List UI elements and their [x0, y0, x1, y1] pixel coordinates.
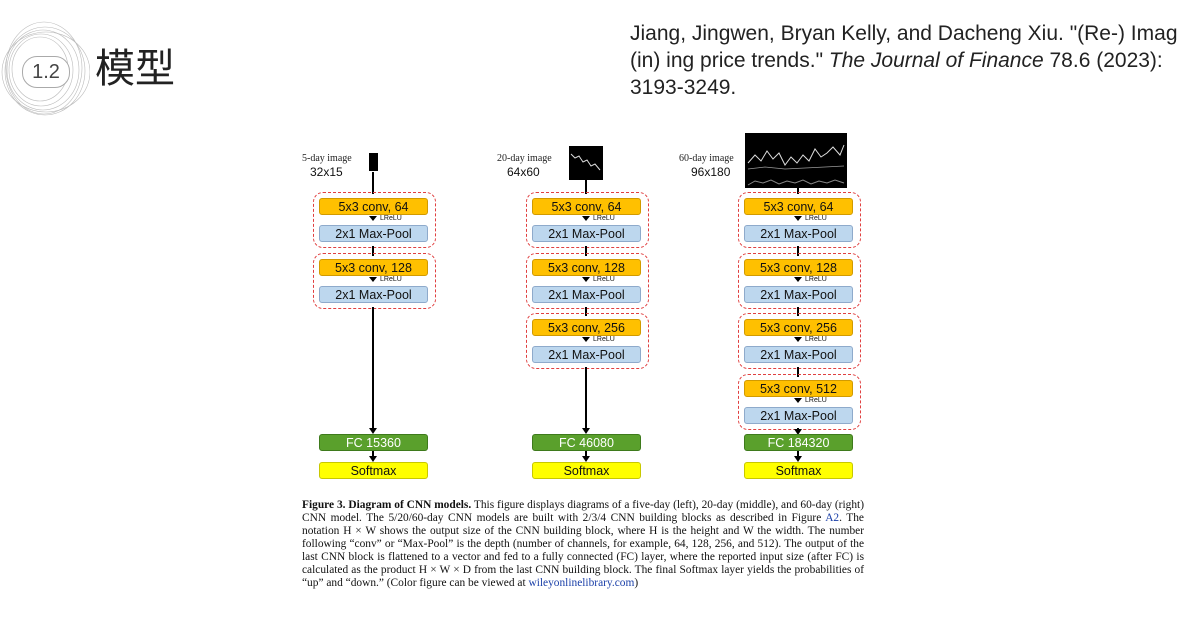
- col1-block-1-act: LReLU: [380, 215, 402, 222]
- col3-connector: [797, 451, 799, 457]
- col3-block-3-act: LReLU: [805, 336, 827, 343]
- arrow-down-icon: [582, 428, 590, 434]
- citation-details: 78.6 (2023): 3193-3249.: [630, 49, 1163, 99]
- col1-block-1-conv: 5x3 conv, 64: [319, 198, 428, 215]
- col1-block-2-conv: 5x3 conv, 128: [319, 259, 428, 276]
- col2-connector: [585, 367, 587, 429]
- arrow-down-icon: [794, 456, 802, 462]
- col3-block-3-conv: 5x3 conv, 256: [744, 319, 853, 336]
- col3-block-4-conv: 5x3 conv, 512: [744, 380, 853, 397]
- col3-block-2-act: LReLU: [805, 276, 827, 283]
- price-chart-icon: [747, 144, 845, 186]
- col1-connector: [372, 246, 374, 256]
- arrow-down-icon: [794, 398, 802, 403]
- figure-a2-link[interactable]: A2: [825, 512, 840, 524]
- wiley-link[interactable]: wileyonlinelibrary.com: [528, 577, 635, 589]
- col2-block-2-conv: 5x3 conv, 128: [532, 259, 641, 276]
- col3-image-label: 60-day image: [679, 153, 734, 164]
- col3-block-4-pool: 2x1 Max-Pool: [744, 407, 853, 424]
- col3-connector: [797, 188, 799, 194]
- arrow-down-icon: [582, 337, 590, 342]
- caption-heading: Figure 3. Diagram of CNN models.: [302, 499, 472, 511]
- arrow-down-icon: [794, 429, 802, 435]
- section-number: 1.2: [22, 56, 70, 88]
- col2-fc-layer: FC 46080: [532, 434, 641, 451]
- col3-block-3-pool: 2x1 Max-Pool: [744, 346, 853, 363]
- col3-block-3: [738, 313, 861, 369]
- caption-text: ): [634, 577, 639, 589]
- price-chart-icon: [570, 153, 601, 171]
- arrow-down-icon: [369, 456, 377, 462]
- arrow-down-icon: [794, 337, 802, 342]
- col1-block-1-pool: 2x1 Max-Pool: [319, 225, 428, 242]
- col1-block-2-act: LReLU: [380, 276, 402, 283]
- col3-block-2-conv: 5x3 conv, 128: [744, 259, 853, 276]
- col2-softmax-layer: Softmax: [532, 462, 641, 479]
- arrow-down-icon: [582, 216, 590, 221]
- arrow-down-icon: [582, 456, 590, 462]
- col1-image-label: 5-day image: [302, 153, 352, 164]
- col3-connector: [797, 367, 799, 377]
- col3-fc-layer: FC 184320: [744, 434, 853, 451]
- col3-block-4-act: LReLU: [805, 397, 827, 404]
- arrow-down-icon: [794, 216, 802, 221]
- col3-block-1-conv: 5x3 conv, 64: [744, 198, 853, 215]
- col1-connector: [372, 307, 374, 429]
- col3-block-1-act: LReLU: [805, 215, 827, 222]
- col3-image-size: 96x180: [691, 165, 731, 179]
- col2-block-2-act: LReLU: [593, 276, 615, 283]
- col2-price-image: [569, 146, 603, 180]
- col3-block-1: [738, 192, 861, 248]
- col1-price-image: [369, 153, 378, 171]
- col2-connector: [585, 180, 587, 194]
- arrow-down-icon: [794, 277, 802, 282]
- col3-softmax-layer: Softmax: [744, 462, 853, 479]
- citation-journal: The Journal of Finance: [828, 49, 1044, 72]
- col1-connector: [372, 172, 374, 194]
- col2-block-1-pool: 2x1 Max-Pool: [532, 225, 641, 242]
- slide-title: 模型: [95, 46, 175, 92]
- col1-block-2: [313, 253, 436, 309]
- col2-block-2: [526, 253, 649, 309]
- col2-block-3-act: LReLU: [593, 336, 615, 343]
- citation-text: Jiang, Jingwen, Bryan Kelly, and Dacheng…: [630, 22, 1178, 72]
- col2-block-3-conv: 5x3 conv, 256: [532, 319, 641, 336]
- col2-connector: [585, 307, 587, 316]
- col1-block-2-pool: 2x1 Max-Pool: [319, 286, 428, 303]
- col1-image-size: 32x15: [310, 165, 343, 179]
- col3-block-2-pool: 2x1 Max-Pool: [744, 286, 853, 303]
- col3-block-1-pool: 2x1 Max-Pool: [744, 225, 853, 242]
- col1-block-1: [313, 192, 436, 248]
- arrow-down-icon: [369, 277, 377, 282]
- arrow-down-icon: [369, 428, 377, 434]
- col2-image-label: 20-day image: [497, 153, 552, 164]
- col2-block-1: [526, 192, 649, 248]
- caption-text: . The notation H × W shows the output si…: [302, 512, 864, 589]
- col2-block-3: [526, 313, 649, 369]
- col2-connector: [585, 246, 587, 256]
- col2-block-1-conv: 5x3 conv, 64: [532, 198, 641, 215]
- citation: Jiang, Jingwen, Bryan Kelly, and Dacheng…: [630, 20, 1180, 101]
- figure-caption: Figure 3. Diagram of CNN models. This fi…: [302, 499, 864, 590]
- col2-image-size: 64x60: [507, 165, 540, 179]
- col1-fc-layer: FC 15360: [319, 434, 428, 451]
- caption-text: This figure displays diagrams of a five-…: [302, 499, 864, 524]
- section-badge: 1.2: [0, 8, 90, 118]
- col2-block-1-act: LReLU: [593, 215, 615, 222]
- col2-block-3-pool: 2x1 Max-Pool: [532, 346, 641, 363]
- arrow-down-icon: [582, 277, 590, 282]
- col3-block-2: [738, 253, 861, 309]
- col1-connector: [372, 451, 374, 457]
- col1-softmax-layer: Softmax: [319, 462, 428, 479]
- col3-connector: [797, 246, 799, 256]
- col2-block-2-pool: 2x1 Max-Pool: [532, 286, 641, 303]
- arrow-down-icon: [369, 216, 377, 221]
- col2-connector: [585, 451, 587, 457]
- col3-price-image: [745, 133, 847, 188]
- col3-connector: [797, 307, 799, 316]
